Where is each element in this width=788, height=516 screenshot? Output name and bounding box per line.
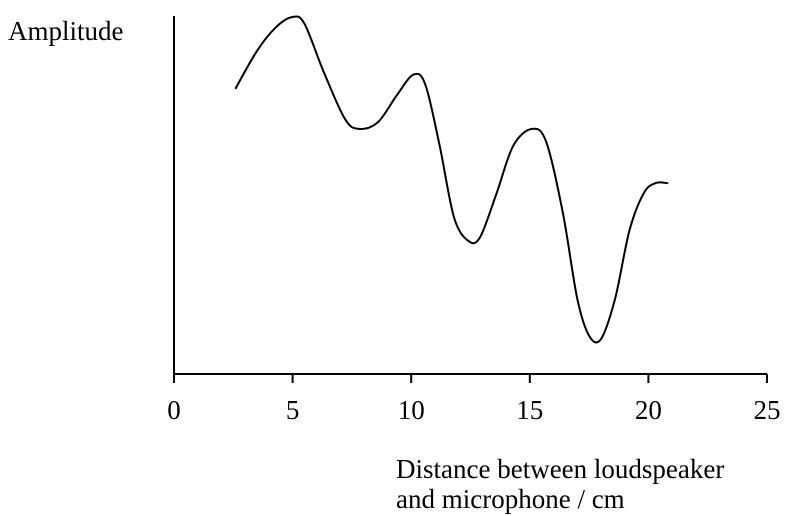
x-tick-label-15: 15 bbox=[516, 395, 543, 425]
x-tick-label-0: 0 bbox=[167, 395, 181, 425]
x-tick-label-10: 10 bbox=[398, 395, 425, 425]
amplitude-curve bbox=[234, 15, 669, 344]
y-axis-label: Amplitude bbox=[8, 16, 124, 46]
x-tick-label-25: 25 bbox=[754, 395, 781, 425]
x-tick-label-20: 20 bbox=[635, 395, 662, 425]
x-tick-label-5: 5 bbox=[286, 395, 300, 425]
x-axis-label-line-2: and microphone / cm bbox=[396, 484, 625, 514]
x-axis-ticks: 0 5 10 15 20 25 bbox=[167, 374, 781, 425]
x-axis-label-line-1: Distance between loudspeaker bbox=[396, 454, 724, 484]
